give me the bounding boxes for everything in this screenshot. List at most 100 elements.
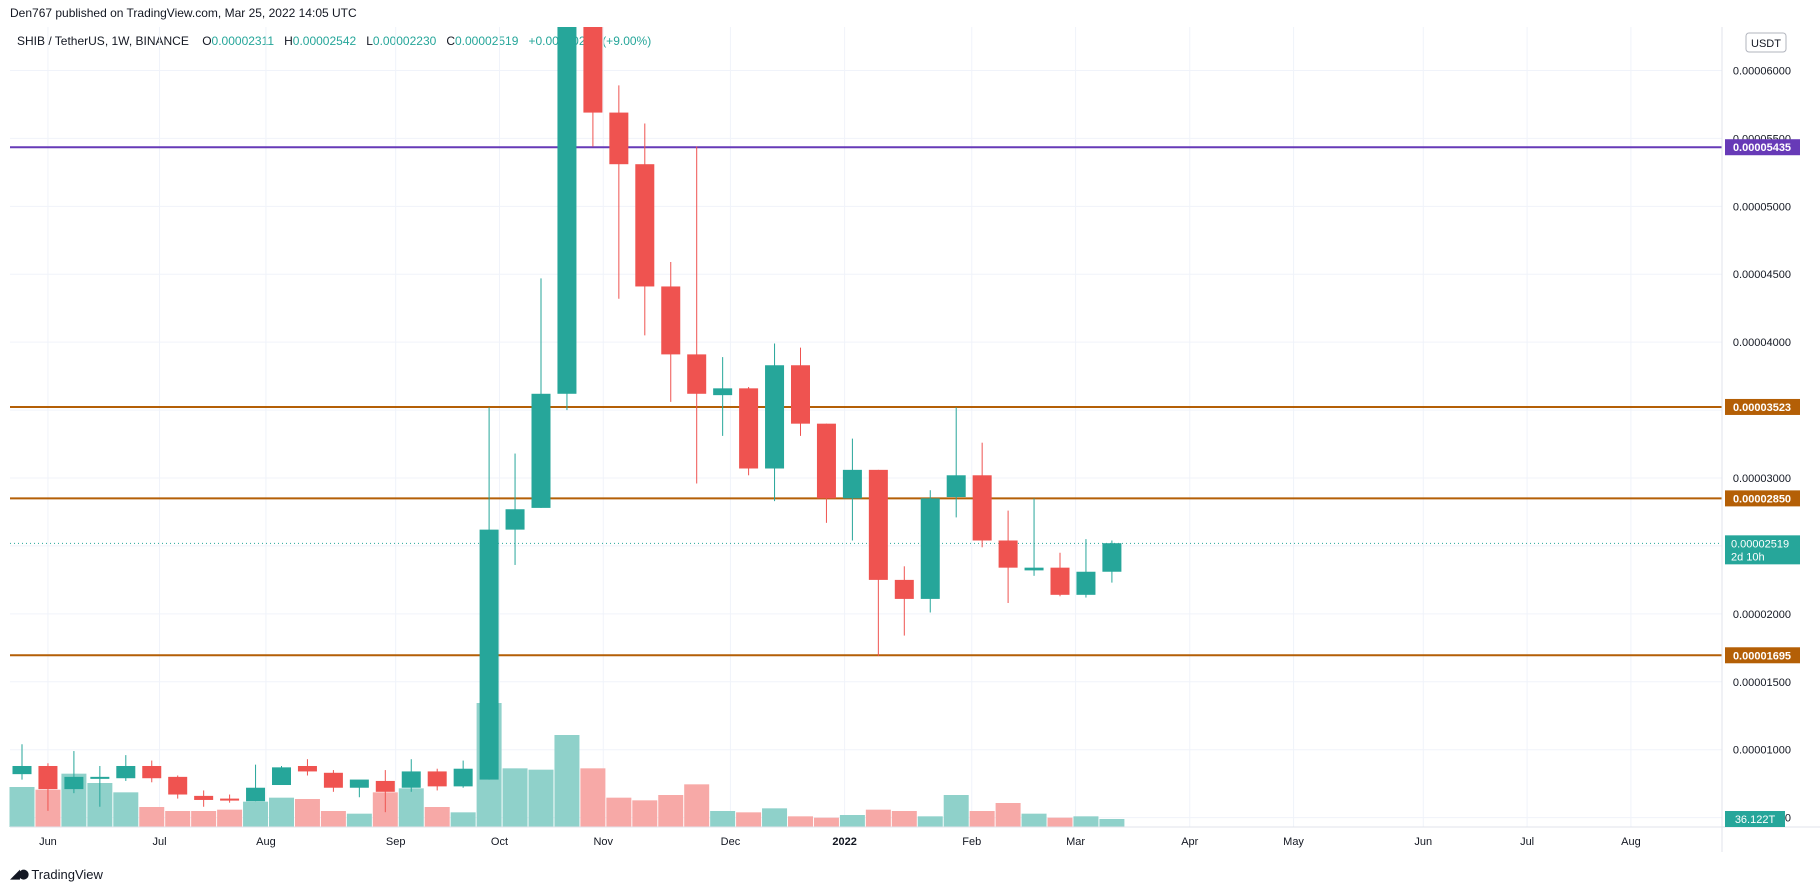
price-tick-label: 0.00003000 [1733, 473, 1791, 485]
candle [1102, 540, 1122, 583]
candle-body [168, 776, 188, 795]
candle [635, 123, 655, 336]
candle-body [427, 771, 447, 787]
volume-bar [139, 807, 165, 827]
candle [142, 760, 162, 783]
time-axis[interactable]: Jun Jul Aug Sep Oct Nov Dec 2022 Feb Mar Apr May Jun… [39, 836, 1641, 848]
currency-badge[interactable]: USDT [1745, 32, 1787, 53]
price-tick-label: 0.00004500 [1733, 269, 1791, 281]
candle [401, 759, 421, 792]
candle-body [972, 475, 992, 541]
close-label: C [446, 34, 455, 48]
volume-bar [346, 813, 372, 827]
volume-bar [113, 792, 139, 827]
volume-bar [865, 809, 891, 827]
symbol-name[interactable]: SHIB / TetherUS, 1W, BINANCE [17, 34, 189, 48]
candle [661, 262, 681, 402]
time-tick-label: Nov [593, 836, 613, 848]
candle [1076, 539, 1096, 598]
candle-body [38, 765, 58, 790]
volume-bar [658, 795, 684, 827]
volume-bar [269, 797, 294, 827]
candle [12, 744, 32, 780]
volume-badge [1725, 811, 1785, 827]
volume-bar [217, 809, 243, 827]
candle-body [842, 469, 862, 499]
volume-bar [294, 799, 320, 827]
tradingview-logo-icon: ◢● [10, 867, 29, 882]
volume-bar [554, 735, 580, 827]
candle-body [791, 365, 810, 424]
footer-brand[interactable]: ◢● TradingView [10, 867, 103, 882]
candle [920, 490, 940, 613]
volume-bar [1099, 819, 1125, 827]
candle [453, 760, 473, 788]
candle [868, 469, 888, 656]
candle-body [998, 540, 1018, 568]
candle-body [401, 771, 421, 788]
candle-body [609, 112, 629, 165]
candle-body [739, 388, 759, 469]
candle [557, 27, 577, 411]
price-tick-label: 0.00002000 [1733, 609, 1791, 621]
volume-bar [191, 811, 217, 827]
time-tick-label: Feb [962, 836, 981, 848]
candle-body [920, 498, 940, 599]
candle-body [531, 393, 551, 508]
high-value: 0.00002542 [292, 34, 357, 48]
last-price-label: 0.00002519 [1731, 538, 1789, 550]
candle [609, 85, 629, 299]
candle-body [479, 529, 499, 780]
candle [168, 775, 188, 799]
candle-body [90, 776, 110, 779]
candle [297, 759, 317, 776]
volume-bar [1047, 817, 1073, 827]
time-tick-label: 2022 [832, 836, 856, 848]
candle [427, 768, 447, 791]
candle-body [1024, 567, 1044, 571]
publisher-line: Den767 published on TradingView.com, Mar… [10, 6, 357, 20]
volume-bar [839, 815, 865, 827]
candle-body [297, 765, 317, 772]
time-tick-label: Aug [1621, 836, 1641, 848]
candle [375, 770, 395, 813]
volume-bar [1073, 816, 1099, 827]
volume-bar [450, 812, 476, 827]
candle [194, 790, 214, 807]
level-price-badge [1725, 139, 1800, 156]
horizontal-levels [10, 146, 1722, 657]
currency-label: USDT [1751, 38, 1781, 50]
candle [531, 278, 551, 508]
volume-bar [917, 816, 943, 827]
candle-body [116, 765, 136, 779]
time-tick-label: May [1283, 836, 1304, 848]
close-value: 0.00002519 [455, 34, 519, 48]
volume-bar [580, 768, 606, 827]
volume-bar [736, 812, 762, 827]
candle [687, 146, 707, 484]
volume-bar [632, 800, 658, 827]
candle [1024, 498, 1044, 576]
candle-body [323, 772, 343, 788]
time-tick-label: Dec [721, 836, 741, 848]
candle-body [142, 765, 162, 779]
open-value: 0.00002311 [211, 34, 275, 48]
price-axis[interactable]: 0.000060000.000055000.000050000.00004500… [1725, 65, 1800, 827]
volume-bar [398, 788, 424, 827]
candle [479, 407, 499, 780]
candle [816, 423, 836, 523]
time-tick-label: Jul [153, 836, 167, 848]
candle [842, 438, 862, 541]
candle-body [64, 776, 84, 790]
volume-bar [424, 807, 450, 827]
candle-body [894, 579, 914, 599]
volume-bar [528, 769, 554, 827]
volume-bars [9, 703, 1125, 827]
candle [739, 386, 759, 476]
volume-bar [943, 795, 969, 827]
candle-body [453, 768, 473, 787]
price-tick-label: 0.00001500 [1733, 677, 1791, 689]
candle [90, 765, 110, 807]
time-tick-label: Jun [1414, 836, 1432, 848]
